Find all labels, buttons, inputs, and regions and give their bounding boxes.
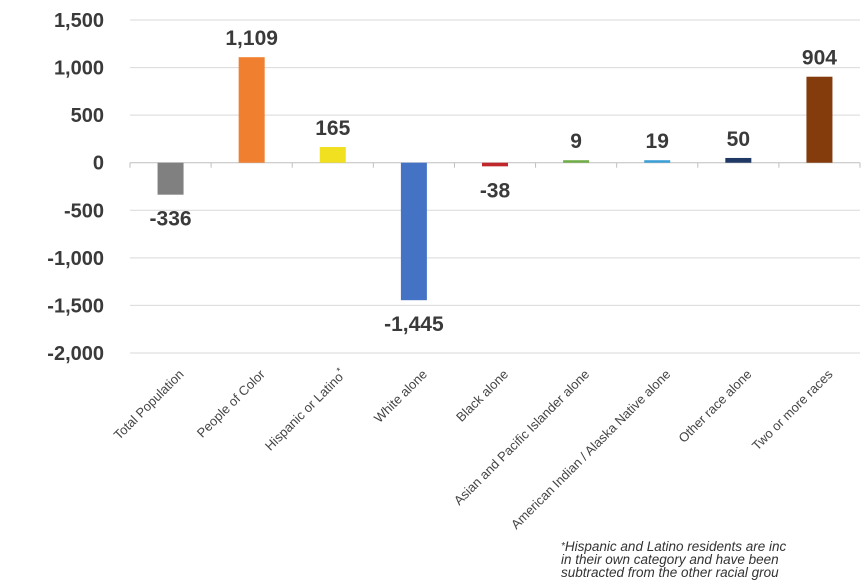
x-axis-ticks: Total Population People of ColorHispanic … bbox=[111, 365, 836, 532]
footnote-text: Hispanic and Latino residents are inc in… bbox=[561, 539, 787, 580]
data-label: -38 bbox=[480, 179, 511, 202]
bar bbox=[319, 147, 346, 163]
bar bbox=[400, 162, 427, 301]
y-tick-label: 1,000 bbox=[54, 58, 104, 80]
y-tick-label: -1,000 bbox=[47, 248, 104, 270]
x-tick-label: American Indian / Alaska Native alone bbox=[508, 367, 673, 532]
x-tick-label: Asian and Pacific Islander alone bbox=[451, 367, 592, 508]
data-label: -1,445 bbox=[384, 313, 444, 336]
data-label: 9 bbox=[570, 130, 582, 153]
bar bbox=[563, 160, 590, 163]
y-tick-label: -500 bbox=[64, 200, 104, 222]
bars bbox=[157, 57, 833, 301]
bar bbox=[157, 162, 184, 195]
y-tick-label: 500 bbox=[71, 105, 104, 127]
data-label: -336 bbox=[150, 208, 192, 231]
x-tick-label: Black alone bbox=[453, 367, 511, 425]
bar bbox=[482, 162, 508, 167]
x-tick-label: Two or more races bbox=[749, 366, 836, 453]
x-tick-label: People of Color bbox=[194, 366, 268, 440]
data-labels: -336 1,109 165 -1,445 -38 9 19 50 904 bbox=[150, 27, 838, 336]
bar bbox=[238, 57, 265, 163]
x-tick-label: White alone bbox=[371, 367, 430, 426]
data-label: 1,109 bbox=[225, 27, 278, 50]
y-tick-label: 1,500 bbox=[54, 10, 104, 32]
bar bbox=[806, 76, 833, 163]
footnote-marker: * bbox=[561, 541, 565, 552]
x-tick-label: Total Population bbox=[111, 367, 187, 443]
bar bbox=[725, 157, 752, 163]
data-label: 904 bbox=[802, 47, 837, 70]
data-label: 19 bbox=[646, 130, 669, 153]
bar bbox=[644, 160, 671, 163]
data-label: 165 bbox=[315, 117, 350, 140]
y-tick-label: 0 bbox=[93, 153, 104, 175]
footnote: *Hispanic and Latino residents are inc i… bbox=[561, 539, 867, 580]
x-tick-label: Hispanic or Latino* bbox=[261, 365, 349, 453]
y-tick-label: -2,000 bbox=[47, 343, 104, 365]
x-tick-label: Other race alone bbox=[675, 367, 754, 446]
y-axis-ticks: 1,500 1,000 500 0 -500 -1,000 -1,500 -2,000 bbox=[47, 10, 104, 365]
y-tick-label: -1,500 bbox=[47, 295, 104, 317]
data-label: 50 bbox=[727, 128, 750, 151]
